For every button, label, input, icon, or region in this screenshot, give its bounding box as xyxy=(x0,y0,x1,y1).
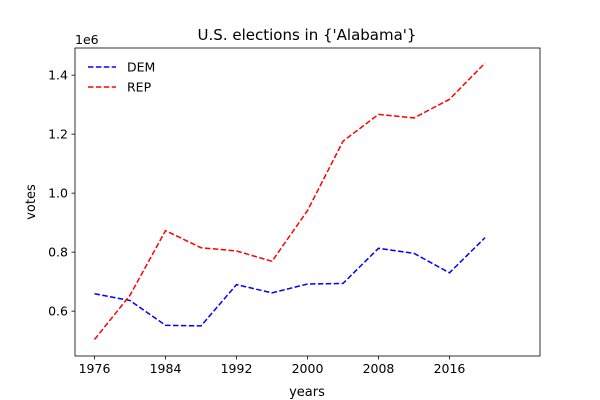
x-tick-label: 1984 xyxy=(150,361,182,376)
legend: DEM REP xyxy=(88,60,155,95)
x-axis-ticks: 1976 1984 1992 2000 2008 2016 xyxy=(79,356,466,376)
y-tick-label: 1.4 xyxy=(48,68,68,83)
legend-label-dem: DEM xyxy=(127,60,155,75)
y-tick-label: 0.6 xyxy=(48,304,68,319)
y-tick-label: 0.8 xyxy=(48,245,68,260)
x-axis-label: years xyxy=(289,385,325,400)
x-tick-label: 2016 xyxy=(434,361,466,376)
y-axis-ticks: 0.6 0.8 1.0 1.2 1.4 xyxy=(48,68,75,319)
x-tick-label: 2000 xyxy=(292,361,324,376)
y-axis-label: votes xyxy=(24,184,39,220)
legend-label-rep: REP xyxy=(127,80,152,95)
series-layer xyxy=(93,62,486,340)
x-tick-label: 2008 xyxy=(363,361,395,376)
x-tick-label: 1976 xyxy=(79,361,111,376)
y-axis-offset-label: 1e6 xyxy=(75,32,99,47)
series-line-rep xyxy=(93,62,486,340)
series-line-dem xyxy=(94,237,486,327)
y-tick-label: 1.2 xyxy=(48,127,68,142)
x-tick-label: 1992 xyxy=(221,361,253,376)
y-tick-label: 1.0 xyxy=(48,186,68,201)
chart-title: U.S. elections in {'Alabama'} xyxy=(198,26,417,44)
